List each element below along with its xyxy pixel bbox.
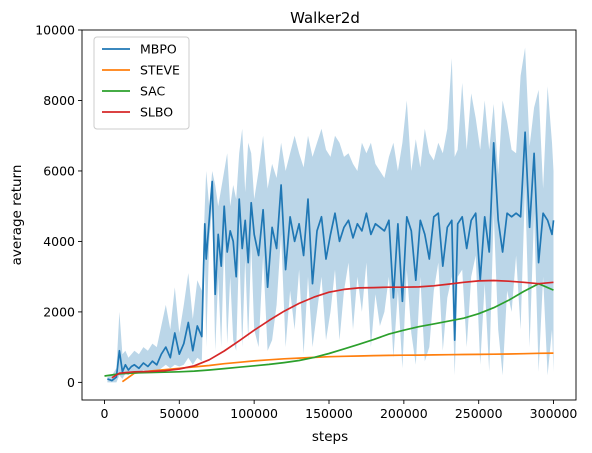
y-tick-label: 0 [67, 375, 75, 390]
series-band-mbpo [107, 47, 554, 383]
series-line-slbo [111, 279, 554, 379]
plot-area [104, 47, 555, 383]
x-tick-label: 250000 [455, 406, 503, 421]
x-tick-label: 0 [100, 406, 108, 421]
series-line-mbpo [107, 131, 555, 382]
y-tick-label: 6000 [43, 163, 75, 178]
y-axis-label: average return [9, 165, 25, 266]
y-tick-label: 2000 [43, 304, 75, 319]
x-tick-label: 300000 [530, 406, 578, 421]
axes: 0 50000 100000 150000 200000 250000 300000 0 200… [35, 23, 577, 422]
y-tick-label: 8000 [43, 93, 75, 108]
y-tick-label: 4000 [43, 234, 75, 249]
series-group [104, 47, 555, 383]
legend-label-mbpo: MBPO [140, 42, 177, 57]
x-tick-label: 200000 [380, 406, 428, 421]
legend: MBPO STEVE SAC SLBO [93, 36, 190, 130]
legend-box [93, 36, 190, 130]
legend-label-steve: STEVE [140, 63, 180, 78]
series-line-sac [104, 282, 554, 377]
chart-title: Walker2d [290, 9, 360, 27]
x-tick-label: 50000 [159, 406, 199, 421]
x-tick-label: 150000 [305, 406, 353, 421]
y-tick-label: 10000 [35, 23, 75, 38]
x-tick-label: 100000 [230, 406, 278, 421]
legend-label-slbo: SLBO [140, 105, 173, 120]
legend-label-sac: SAC [140, 84, 165, 99]
x-axis-label: steps [312, 429, 348, 445]
